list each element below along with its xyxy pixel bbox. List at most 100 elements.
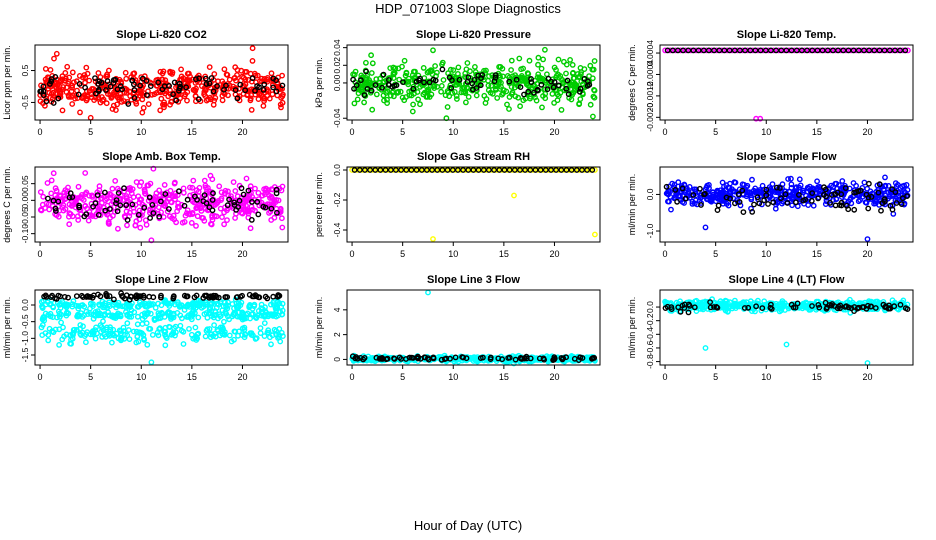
data-point: [564, 77, 571, 84]
data-point: [534, 86, 541, 93]
data-point: [37, 88, 44, 95]
data-point: [697, 302, 704, 309]
data-point: [544, 86, 551, 93]
data-point: [225, 92, 231, 99]
data-point: [146, 209, 153, 216]
data-point: [481, 92, 488, 99]
data-point: [206, 310, 213, 316]
data-point: [168, 99, 175, 105]
data-point: [460, 167, 466, 173]
data-point: [124, 217, 131, 223]
data-point: [731, 179, 738, 186]
y-tick-label: -0.0012: [645, 81, 655, 110]
data-point: [170, 293, 177, 300]
data-point: [535, 54, 542, 61]
panel-title: Slope Line 2 Flow: [115, 274, 208, 286]
data-point: [498, 83, 504, 90]
panel-6: Slope Sample Flow ml/min per min. 0 5 10 15 20…: [627, 151, 914, 259]
data-point: [871, 47, 878, 54]
data-point: [186, 184, 193, 191]
data-point: [273, 328, 280, 334]
data-point: [853, 182, 859, 189]
data-point: [96, 301, 102, 308]
data-point: [56, 341, 62, 348]
data-point: [447, 167, 454, 173]
panel-3: Slope Li-820 Temp. degrees C per min. 0 5 10…: [627, 29, 914, 137]
data-point: [429, 167, 435, 173]
data-point: [855, 198, 862, 205]
data-point: [405, 81, 412, 88]
data-point: [878, 207, 884, 214]
data-point: [373, 354, 380, 361]
plot-frame: [659, 166, 914, 243]
y-axis-label: percent per min.: [314, 172, 324, 237]
data-point: [426, 79, 433, 86]
y-tick-label: 0.04: [332, 39, 342, 56]
data-point: [249, 75, 256, 82]
data-point: [473, 92, 480, 99]
data-point: [897, 301, 904, 308]
data-point: [40, 83, 47, 90]
data-point: [851, 304, 858, 310]
data-point: [112, 177, 119, 184]
data-point: [206, 80, 213, 87]
data-point: [183, 210, 190, 217]
data-point: [473, 85, 480, 91]
data-point: [505, 355, 512, 361]
data-point: [765, 201, 771, 207]
data-point: [37, 207, 44, 213]
data-point: [268, 217, 275, 223]
data-point: [471, 64, 478, 70]
data-point: [845, 304, 852, 311]
data-point: [396, 76, 403, 83]
data-point: [130, 328, 137, 335]
data-point: [889, 47, 896, 54]
data-point: [540, 355, 547, 362]
data-point: [381, 97, 387, 104]
data-point: [172, 193, 178, 200]
data-point: [768, 47, 774, 54]
data-point: [162, 331, 168, 338]
data-point: [218, 195, 225, 202]
data-point: [184, 196, 191, 203]
data-point: [126, 296, 133, 303]
data-point: [232, 188, 239, 194]
data-point: [453, 93, 460, 99]
data-point: [551, 64, 558, 71]
data-point: [56, 192, 63, 199]
data-point: [449, 167, 456, 173]
data-point: [216, 183, 223, 190]
data-point: [244, 91, 251, 98]
data-point: [472, 69, 479, 75]
data-point: [193, 292, 200, 299]
data-point: [372, 167, 379, 173]
data-point: [110, 77, 117, 83]
data-point: [461, 74, 468, 80]
data-point: [202, 75, 209, 82]
data-point: [754, 194, 761, 201]
data-point: [364, 86, 371, 92]
data-point: [832, 47, 839, 54]
data-point: [810, 202, 817, 209]
data-point: [569, 70, 576, 77]
data-point: [900, 297, 907, 304]
data-point: [477, 82, 484, 89]
x-tick-label: 20: [549, 249, 559, 259]
y-tick-label: 0.0: [645, 301, 655, 313]
data-point: [431, 167, 438, 173]
data-point: [110, 301, 117, 308]
data-point: [706, 185, 712, 192]
data-point: [361, 99, 367, 106]
data-point: [128, 190, 135, 197]
data-point: [48, 177, 55, 184]
x-tick-label: 15: [812, 127, 822, 137]
data-point: [537, 167, 544, 173]
data-point: [83, 64, 90, 71]
x-tick-label: 10: [761, 372, 771, 382]
data-point: [231, 75, 238, 82]
panel-4: Slope Amb. Box Temp. degrees C per min. 0 5…: [2, 151, 289, 259]
data-point: [430, 47, 436, 54]
data-point: [94, 310, 101, 317]
data-point: [107, 83, 114, 90]
